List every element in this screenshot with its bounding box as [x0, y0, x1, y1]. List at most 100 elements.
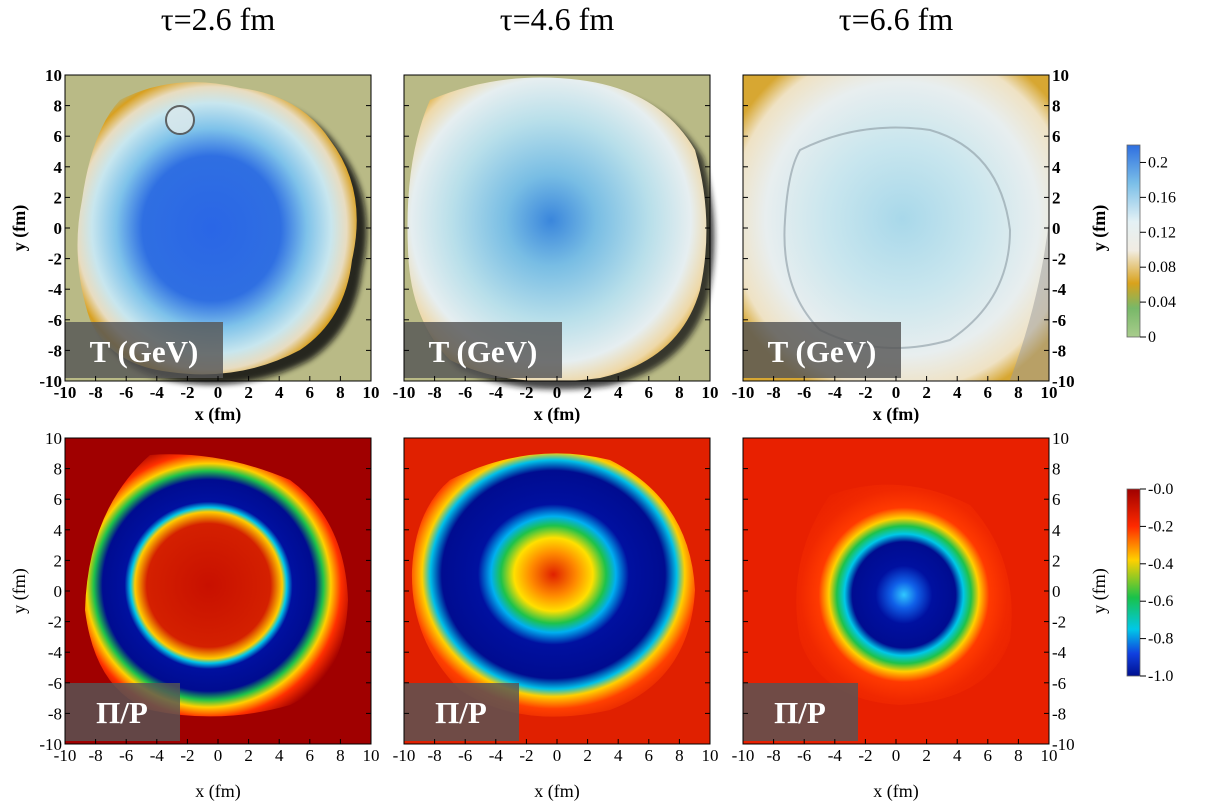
x-tick-label: -2: [519, 746, 533, 765]
x-tick-label: 6: [306, 383, 315, 402]
x-tick-label: 0: [214, 746, 223, 765]
x-tick-label: -8: [89, 746, 103, 765]
colorbar-tick-label: -0.0: [1148, 481, 1173, 498]
panel-label-box-p3: Π/P: [743, 683, 858, 741]
column-title-2: τ=4.6 fm: [500, 1, 615, 37]
x-tick-label: 6: [984, 746, 993, 765]
ylabel-right-t: y (fm): [1089, 205, 1110, 251]
x-tick-label: 0: [553, 383, 562, 402]
y-tick-label: 10: [45, 66, 62, 85]
x-tick-label: 8: [336, 746, 345, 765]
x-tick-label: 4: [953, 383, 962, 402]
x-tick-label: 2: [583, 746, 592, 765]
x-tick-label: -8: [767, 383, 781, 402]
panel-label-p3: Π/P: [774, 695, 826, 730]
x-tick-label: 4: [275, 746, 284, 765]
colorbar-tick-label: -0.2: [1148, 518, 1173, 535]
y-tick-label: 6: [1052, 127, 1061, 146]
y-tick-label: -8: [1052, 704, 1066, 723]
y-tick-label: -4: [1052, 643, 1067, 662]
panel-bulk-1: [65, 438, 371, 744]
y-tick-label: 4: [1052, 521, 1061, 540]
xlabel-p2: x (fm): [534, 781, 579, 802]
x-tick-label: -6: [119, 383, 133, 402]
colorbar-tick-label: -0.8: [1148, 631, 1173, 648]
panel-label-t3: T (GeV): [768, 334, 877, 369]
x-tick-label: -6: [458, 383, 472, 402]
y-tick-label: -8: [48, 704, 62, 723]
x-tick-label: 2: [244, 383, 253, 402]
x-tick-label: 10: [702, 746, 719, 765]
y-tick-label: 8: [54, 460, 63, 479]
y-tick-label: -10: [1052, 735, 1075, 754]
y-tick-label: 0: [54, 219, 63, 238]
x-tick-label: -8: [767, 746, 781, 765]
y-tick-label: 4: [1052, 158, 1061, 177]
x-tick-label: 4: [614, 383, 623, 402]
xlabel-t2: x (fm): [534, 404, 580, 425]
panel-label-p2: Π/P: [435, 695, 487, 730]
x-tick-label: -10: [54, 746, 77, 765]
y-tick-label: -2: [1052, 613, 1066, 632]
x-tick-label: 0: [214, 383, 223, 402]
y-tick-label: 10: [1052, 429, 1069, 448]
x-tick-label: -8: [428, 383, 442, 402]
x-tick-label: -2: [180, 746, 194, 765]
y-tick-label: 6: [1052, 490, 1061, 509]
x-tick-label: 10: [702, 383, 719, 402]
panel-bulk-2: [404, 438, 710, 744]
column-title-3: τ=6.6 fm: [839, 1, 954, 37]
x-tick-label: -2: [180, 383, 194, 402]
x-tick-label: 4: [953, 746, 962, 765]
x-tick-label: 8: [675, 383, 684, 402]
x-tick-label: -6: [458, 746, 472, 765]
xlabel-p3: x (fm): [873, 781, 918, 802]
x-tick-label: 8: [675, 746, 684, 765]
y-tick-label: 0: [1052, 219, 1061, 238]
xlabel-t3: x (fm): [873, 404, 919, 425]
panel-temperature-1: [65, 75, 371, 385]
y-tick-label: 2: [54, 551, 63, 570]
panel-label-box-p2: Π/P: [404, 683, 519, 741]
x-tick-label: 0: [892, 383, 901, 402]
axes-group: -10 -8 -6 -4 -2 0 2 4 6 8 101086420-2-4-6-8-10-10-…: [39, 66, 1074, 765]
x-tick-label: -10: [732, 383, 755, 402]
y-tick-label: -6: [1052, 311, 1066, 330]
y-tick-label: 8: [1052, 97, 1061, 116]
colorbar-tick-label: -1.0: [1148, 668, 1173, 685]
panel-label-t1: T (GeV): [90, 334, 199, 369]
y-tick-label: 2: [1052, 188, 1061, 207]
column-title-1: τ=2.6 fm: [161, 1, 276, 37]
colorbar-tick-label: -0.6: [1148, 593, 1173, 610]
y-tick-label: -8: [1052, 341, 1066, 360]
x-tick-label: -4: [489, 383, 504, 402]
y-tick-label: -10: [39, 372, 62, 391]
x-tick-label: -4: [150, 383, 165, 402]
x-tick-label: 2: [244, 746, 253, 765]
x-tick-label: 10: [1041, 383, 1058, 402]
y-tick-label: -4: [1052, 280, 1067, 299]
y-tick-label: 0: [1052, 582, 1061, 601]
y-tick-label: -2: [1052, 250, 1066, 269]
x-tick-label: -10: [393, 746, 416, 765]
x-tick-label: -10: [54, 383, 77, 402]
x-tick-label: -6: [119, 746, 133, 765]
x-tick-label: 8: [1014, 383, 1023, 402]
xlabel-p1: x (fm): [195, 781, 240, 802]
panel-label-t2: T (GeV): [429, 334, 538, 369]
ylabel-left-p: y (fm): [9, 568, 30, 613]
x-tick-label: 8: [1014, 746, 1023, 765]
colorbar-tick-label: 0.2: [1148, 154, 1168, 171]
panel-label-box-t1: T (GeV): [65, 322, 223, 378]
colorbar-tick-label: 0: [1148, 329, 1156, 346]
x-tick-label: 4: [275, 383, 284, 402]
ylabel-left-t: y (fm): [9, 205, 30, 251]
x-tick-label: 6: [645, 746, 654, 765]
y-tick-label: 6: [54, 127, 63, 146]
x-tick-label: -2: [519, 383, 533, 402]
y-tick-label: -2: [48, 250, 62, 269]
x-tick-label: -4: [489, 746, 504, 765]
y-tick-label: 10: [45, 429, 62, 448]
x-tick-label: 4: [614, 746, 623, 765]
colorbar-tick-label: -0.4: [1148, 556, 1173, 573]
